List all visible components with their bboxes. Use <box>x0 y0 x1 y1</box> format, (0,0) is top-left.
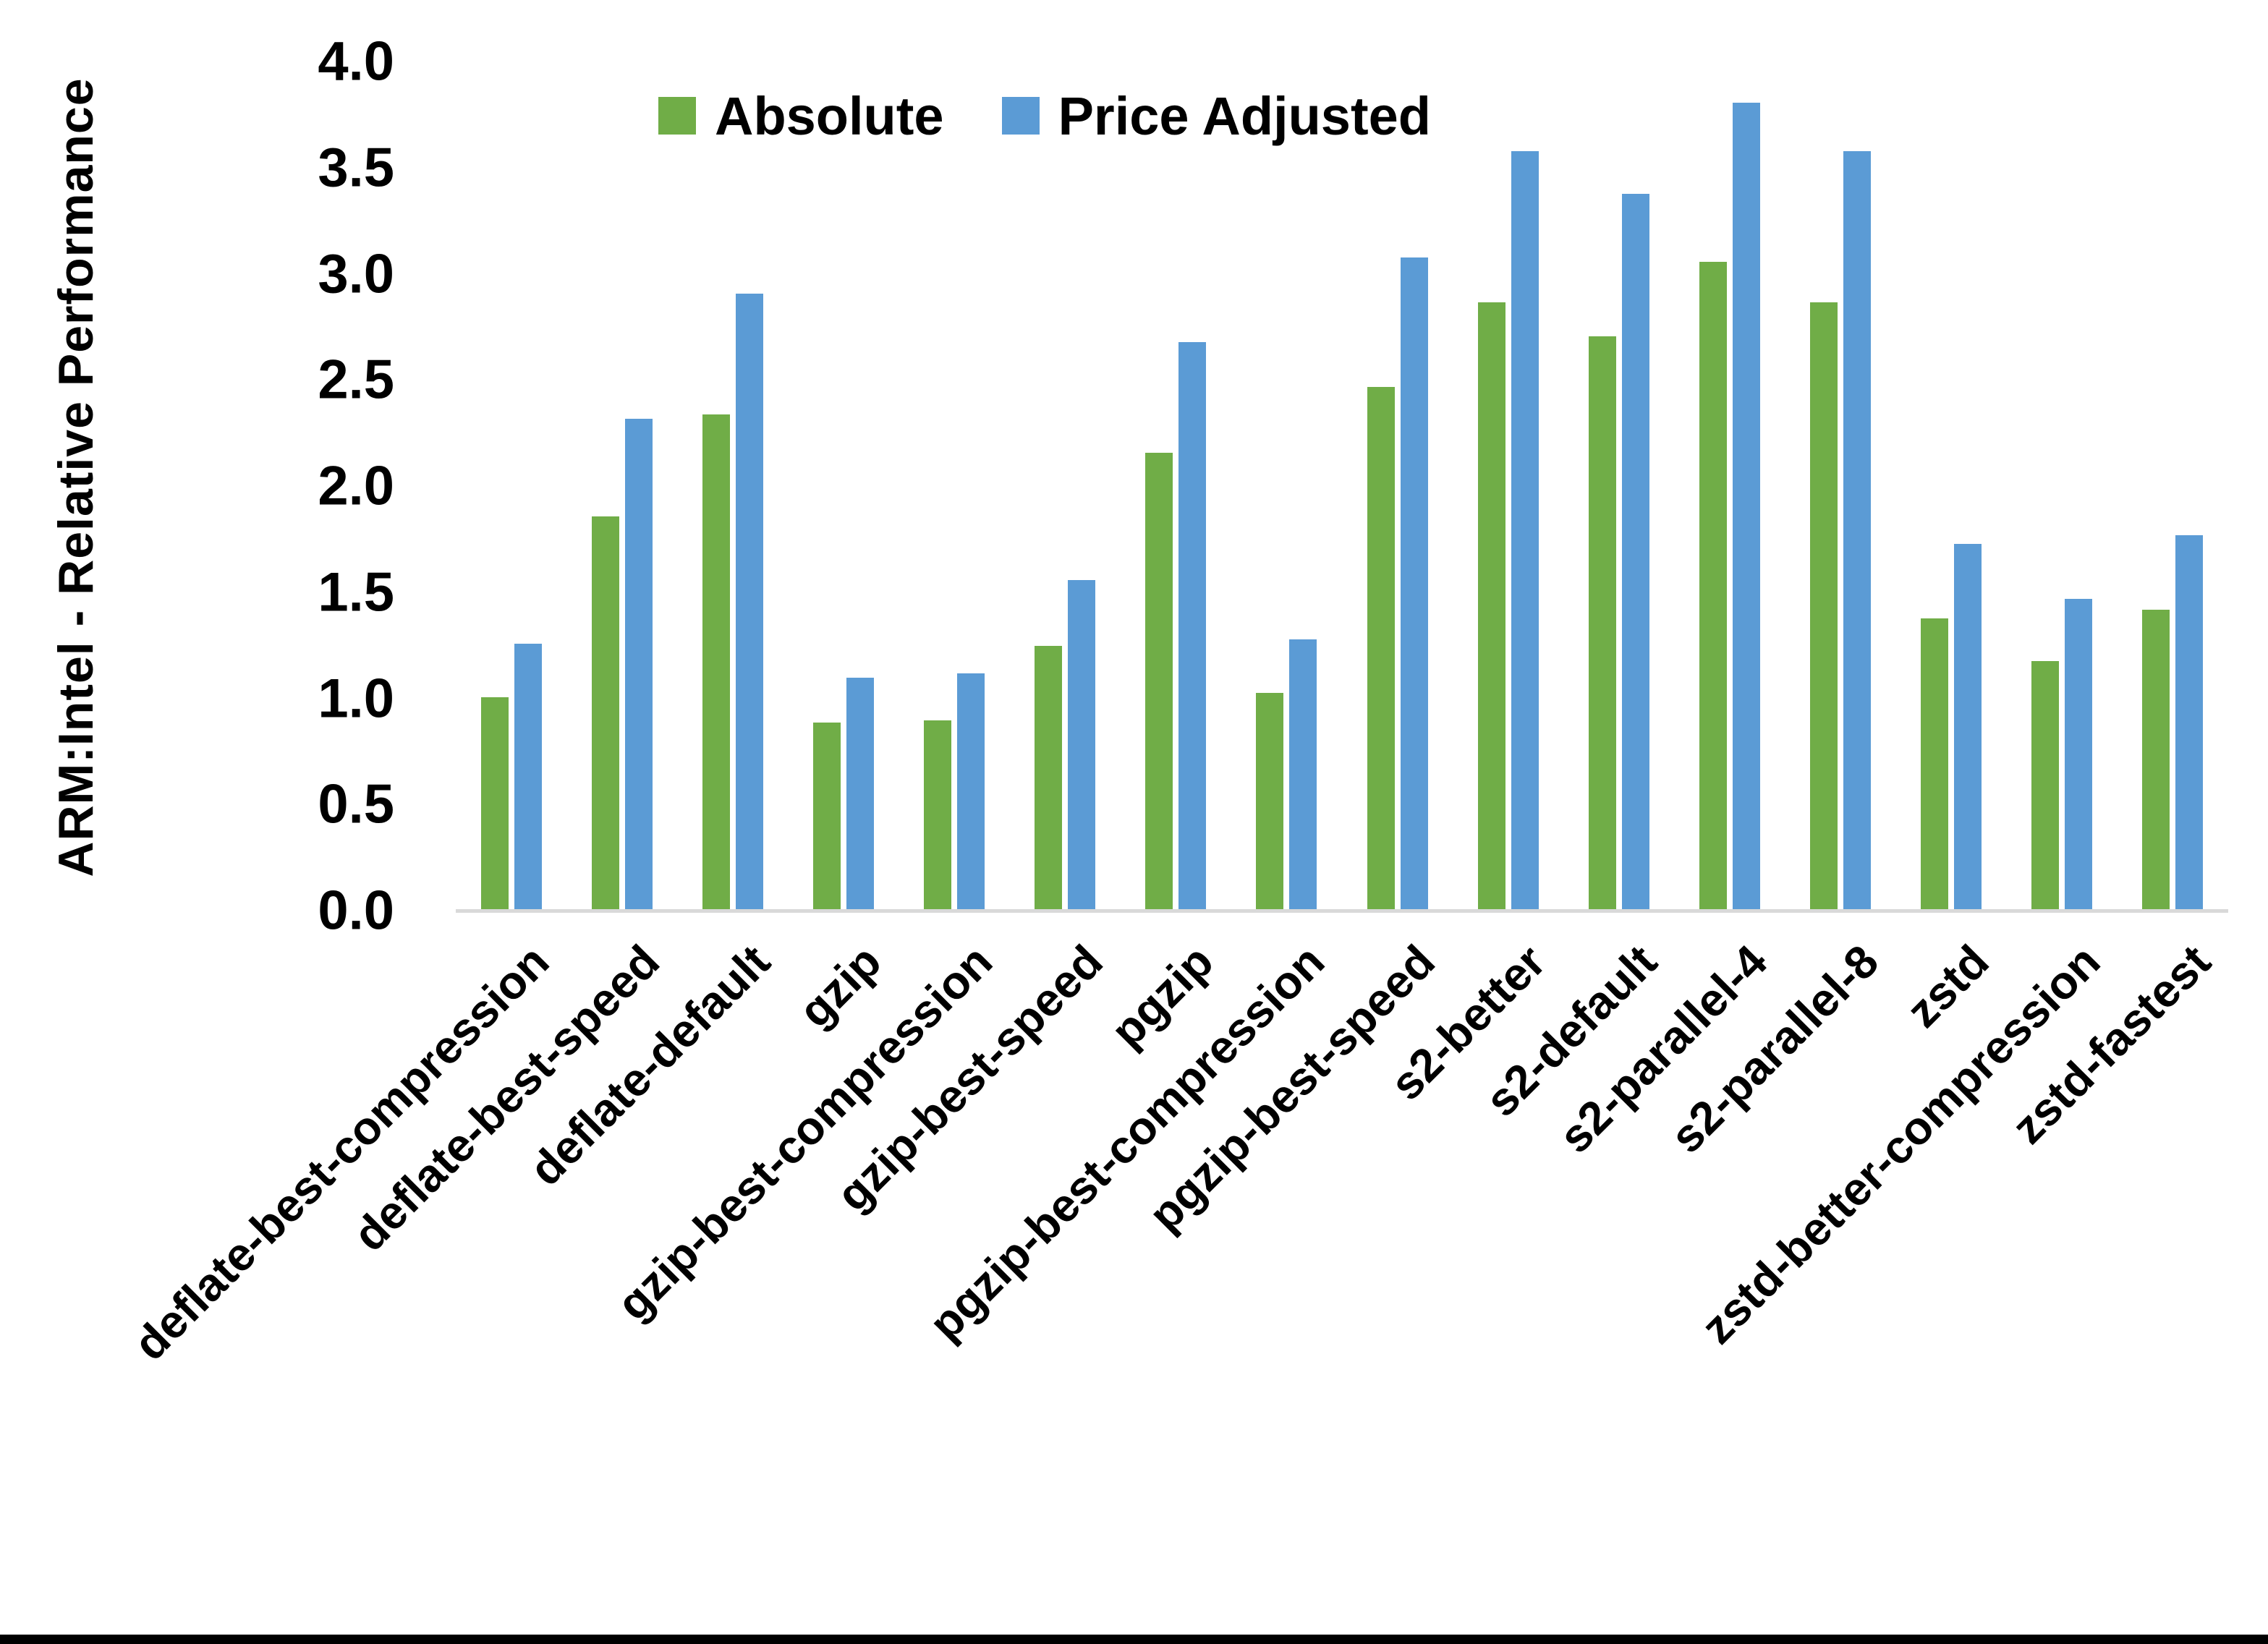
legend-swatch-absolute-icon <box>658 97 696 135</box>
legend-item-price-adjusted: Price Adjusted <box>1001 85 1431 147</box>
ytick-label: 0.5 <box>318 773 394 835</box>
bar-absolute <box>812 722 841 909</box>
bar-price-adjusted <box>1289 639 1317 909</box>
bar-price-adjusted <box>1732 102 1760 909</box>
ytick-label: 0.0 <box>318 880 394 942</box>
bar-absolute <box>2142 610 2170 909</box>
xtick-label: deflate-best-compression <box>123 934 559 1371</box>
ytick-label: 4.0 <box>318 30 394 93</box>
bar-price-adjusted <box>2065 599 2093 909</box>
legend-label-price-adjusted: Price Adjusted <box>1058 85 1431 146</box>
bar-price-adjusted <box>1954 544 1982 909</box>
bar-absolute <box>591 516 619 909</box>
legend-label-absolute: Absolute <box>715 85 944 146</box>
bar-absolute <box>1477 302 1505 909</box>
legend: Absolute Price Adjusted <box>658 85 1431 147</box>
bar-absolute <box>702 414 730 909</box>
bar-price-adjusted <box>624 419 653 909</box>
bar-absolute <box>1921 618 1949 909</box>
bar-price-adjusted <box>957 673 985 909</box>
bar-absolute <box>1035 646 1063 909</box>
bar-price-adjusted <box>735 293 763 909</box>
bar-price-adjusted <box>1511 151 1539 909</box>
bar-price-adjusted <box>1621 193 1649 909</box>
ytick-label: 3.5 <box>318 137 394 199</box>
ytick-label: 2.0 <box>318 455 394 517</box>
bar-absolute <box>1256 692 1284 909</box>
bar-absolute <box>1810 302 1838 909</box>
bar-absolute <box>1145 452 1173 909</box>
bar-absolute <box>924 720 952 909</box>
legend-swatch-price-adjusted-icon <box>1001 97 1040 135</box>
ytick-label: 3.0 <box>318 243 394 304</box>
bar-absolute <box>1699 261 1727 909</box>
bar-absolute <box>480 697 509 909</box>
bar-price-adjusted <box>1400 257 1428 909</box>
bar-absolute <box>1367 386 1395 909</box>
bar-price-adjusted <box>1843 151 1872 909</box>
bar-price-adjusted <box>514 644 542 909</box>
bottom-border <box>0 1635 2268 1644</box>
bar-price-adjusted <box>1068 580 1096 909</box>
ytick-label: 2.5 <box>318 349 394 411</box>
ytick-label: 1.0 <box>318 668 394 729</box>
bar-price-adjusted <box>2175 535 2204 909</box>
legend-item-absolute: Absolute <box>658 85 944 147</box>
bar-price-adjusted <box>1178 342 1207 909</box>
bar-absolute <box>1588 336 1616 909</box>
x-axis-line <box>456 909 2228 913</box>
y-axis-title: ARM:Intel - Relative Performance <box>48 77 103 877</box>
bar-price-adjusted <box>846 678 874 909</box>
bar-absolute <box>2031 660 2060 909</box>
ytick-label: 1.5 <box>318 561 394 623</box>
